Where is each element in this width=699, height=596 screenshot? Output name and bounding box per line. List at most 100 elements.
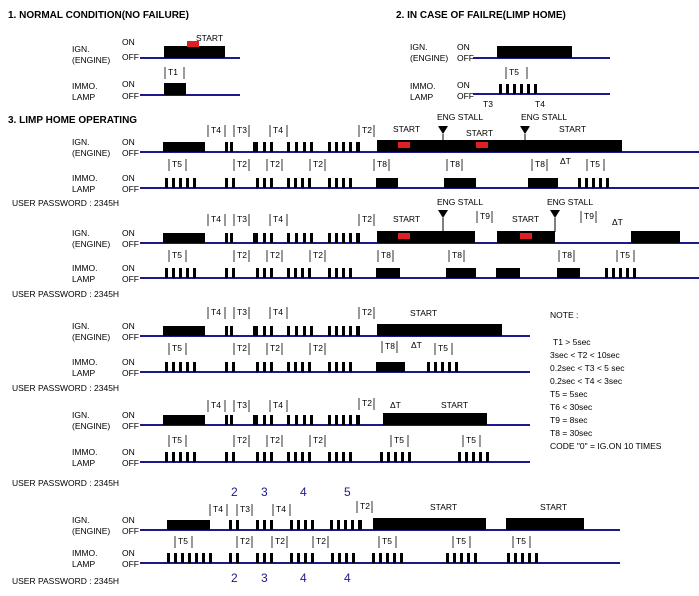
- ign-on-pulse: [225, 326, 228, 336]
- lamp-blink-pulse: [626, 268, 629, 278]
- ign-on-pulse: [337, 520, 340, 530]
- lamp-blink-pulse: [297, 553, 300, 563]
- ign-on-pulse: [342, 233, 345, 243]
- ign-on-pulse: [356, 326, 360, 336]
- on-label: ON: [457, 80, 470, 90]
- lamp-blink-pulse: [270, 362, 273, 372]
- code-digit: 5: [344, 485, 351, 499]
- note-line: T1 > 5sec: [553, 337, 591, 347]
- lamp-blink-pulse: [179, 268, 182, 278]
- lamp-blink-pulse: [301, 452, 304, 462]
- timing-label-t9: T9: [584, 211, 594, 221]
- timing-label-t4: T4: [276, 504, 286, 514]
- ign-label: IGN.: [72, 137, 89, 147]
- ign-on-pulse: [349, 142, 352, 152]
- ign-on-pulse: [310, 233, 313, 243]
- lamp-blink-pulse: [294, 452, 297, 462]
- ign-on-pulse: [225, 233, 228, 243]
- lamp-blink-pulse: [331, 553, 334, 563]
- lamp-blink-pulse: [527, 84, 530, 94]
- off-label: OFF: [122, 52, 139, 62]
- timing-label-t5: T5: [456, 536, 466, 546]
- lamp-blink-pulse: [606, 178, 609, 188]
- timing-label-t2: T2: [362, 398, 372, 408]
- lamp-blink-pulse: [263, 362, 266, 372]
- ign-on-pulse: [356, 415, 360, 425]
- lamp-blink-pulse: [408, 452, 411, 462]
- timing-label-t3: T3: [237, 214, 247, 224]
- ign-on-pulse: [295, 233, 298, 243]
- timing-label-t4: T4: [273, 125, 283, 135]
- lamp-blink-pulse: [172, 362, 175, 372]
- lamp-blink-pulse: [165, 268, 168, 278]
- timing-label-t2: T2: [362, 125, 372, 135]
- lamp-blink-pulse: [179, 178, 182, 188]
- lamp-blink-pulse: [225, 268, 228, 278]
- user-password-label: USER PASSWORD : 2345H: [12, 289, 119, 299]
- immo-label: IMMO.: [410, 81, 436, 91]
- user-password-label: USER PASSWORD : 2345H: [12, 198, 119, 208]
- off-label: OFF: [122, 184, 139, 194]
- ign-on-pulse: [351, 520, 354, 530]
- on-label: ON: [122, 137, 135, 147]
- lamp-on-pulse: [528, 178, 558, 188]
- lamp-blink-pulse: [165, 452, 168, 462]
- timing-label-t2: T2: [275, 536, 285, 546]
- lamp-blink-pulse: [465, 452, 468, 462]
- timing-label-t3: T3: [240, 504, 250, 514]
- user-password-label: USER PASSWORD : 2345H: [12, 383, 119, 393]
- timing-label-t5: T5: [509, 67, 519, 77]
- start-label: START: [410, 308, 437, 318]
- lamp-on-pulse: [376, 268, 400, 278]
- timing-label-t9: T9: [480, 211, 490, 221]
- off-label: OFF: [122, 91, 139, 101]
- lamp-blink-pulse: [186, 178, 189, 188]
- lamp-on-pulse: [164, 83, 186, 95]
- timing-label-t2: T2: [240, 536, 250, 546]
- start-markers: [187, 41, 532, 239]
- timing-label-t4: T4: [273, 400, 283, 410]
- eng-stall-markers: [438, 126, 560, 232]
- ign-on-pulse: [303, 233, 306, 243]
- timing-label-t4: T4: [535, 99, 545, 109]
- off-label: OFF: [122, 526, 139, 536]
- ign-label: IGN.: [72, 44, 89, 54]
- timing-label-t3: T3: [237, 307, 247, 317]
- ign-on-pulse: [253, 326, 258, 336]
- lamp-blink-pulse: [441, 362, 444, 372]
- immo-label: IMMO.: [72, 173, 98, 183]
- ign-on-pulse: [290, 520, 293, 530]
- lamp-blink-pulse: [335, 452, 338, 462]
- ign-on-pulse: [167, 520, 210, 530]
- lamp-blink-pulse: [256, 553, 259, 563]
- ign-on-pulse: [236, 520, 239, 530]
- lamp-blink-pulse: [349, 452, 352, 462]
- timing-label-t2: T2: [237, 343, 247, 353]
- timing-label-t8: T8: [452, 250, 462, 260]
- eng-stall-label: ENG STALL: [521, 112, 567, 122]
- ign-on-pulse: [270, 142, 273, 152]
- on-label: ON: [122, 410, 135, 420]
- ign-on-pulse: [497, 46, 572, 58]
- ign-label-sub: (ENGINE): [410, 53, 448, 63]
- ign-on-pulse: [304, 520, 307, 530]
- on-label: ON: [457, 42, 470, 52]
- lamp-blink-pulse: [308, 268, 311, 278]
- lamp-blink-pulse: [379, 553, 382, 563]
- lamp-on-pulse: [376, 362, 405, 372]
- off-label: OFF: [122, 559, 139, 569]
- lamp-blink-pulse: [534, 84, 537, 94]
- off-label: OFF: [122, 274, 139, 284]
- timing-label-t2: T2: [362, 214, 372, 224]
- note-line: T8 = 30sec: [550, 428, 593, 438]
- start-marker: [398, 233, 410, 239]
- lamp-blink-pulse: [301, 178, 304, 188]
- lamp-blink-pulse: [308, 178, 311, 188]
- ign-on-pulse: [287, 142, 290, 152]
- lamp-blink-pulse: [270, 553, 273, 563]
- ign-on-pulse: [253, 415, 258, 425]
- lamp-on-pulse: [496, 268, 520, 278]
- lamp-blink-pulse: [453, 553, 456, 563]
- lamp-blink-pulse: [294, 178, 297, 188]
